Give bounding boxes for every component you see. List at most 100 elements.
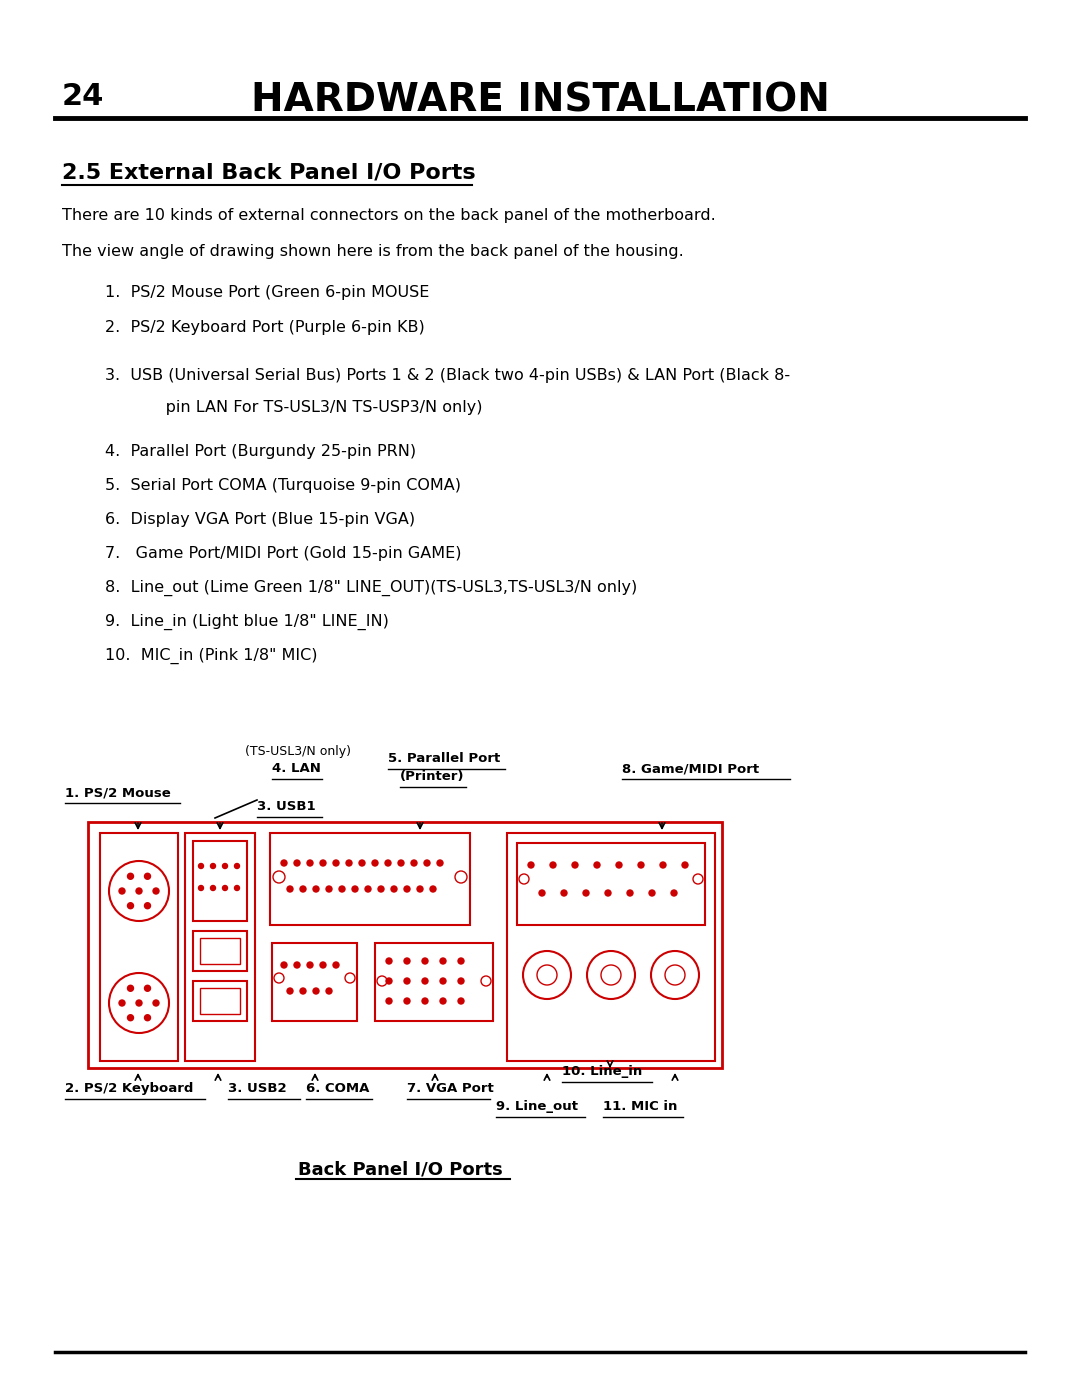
Circle shape xyxy=(211,863,216,869)
Circle shape xyxy=(458,997,464,1004)
Circle shape xyxy=(307,861,313,866)
Circle shape xyxy=(234,886,240,890)
Circle shape xyxy=(281,963,287,968)
Circle shape xyxy=(365,886,372,893)
Circle shape xyxy=(145,902,150,908)
Circle shape xyxy=(222,863,228,869)
Circle shape xyxy=(300,886,306,893)
Text: 5. Parallel Port: 5. Parallel Port xyxy=(388,752,500,766)
Circle shape xyxy=(294,861,300,866)
Circle shape xyxy=(616,862,622,868)
Circle shape xyxy=(281,861,287,866)
Circle shape xyxy=(458,978,464,983)
Text: 6.  Display VGA Port (Blue 15-pin VGA): 6. Display VGA Port (Blue 15-pin VGA) xyxy=(105,511,415,527)
Circle shape xyxy=(352,886,357,893)
Circle shape xyxy=(119,1000,125,1006)
Circle shape xyxy=(424,861,430,866)
Circle shape xyxy=(649,890,654,895)
Circle shape xyxy=(404,886,410,893)
Circle shape xyxy=(127,873,134,879)
Text: 9. Line_out: 9. Line_out xyxy=(496,1099,578,1113)
Circle shape xyxy=(320,861,326,866)
Circle shape xyxy=(422,978,428,983)
Text: (TS-USL3/N only): (TS-USL3/N only) xyxy=(245,745,351,759)
Circle shape xyxy=(222,886,228,890)
Circle shape xyxy=(199,886,203,890)
Text: 10.  MIC_in (Pink 1/8" MIC): 10. MIC_in (Pink 1/8" MIC) xyxy=(105,648,318,664)
Bar xyxy=(507,833,715,1060)
Circle shape xyxy=(404,958,410,964)
Circle shape xyxy=(386,978,392,983)
Circle shape xyxy=(638,862,644,868)
Circle shape xyxy=(307,963,313,968)
Text: 3.  USB (Universal Serial Bus) Ports 1 & 2 (Black two 4-pin USBs) & LAN Port (Bl: 3. USB (Universal Serial Bus) Ports 1 & … xyxy=(105,367,791,383)
Text: 6. COMA: 6. COMA xyxy=(306,1083,369,1095)
Circle shape xyxy=(430,886,436,893)
Text: 11. MIC in: 11. MIC in xyxy=(603,1099,677,1113)
Circle shape xyxy=(404,978,410,983)
Circle shape xyxy=(136,1000,141,1006)
Text: 9.  Line_in (Light blue 1/8" LINE_IN): 9. Line_in (Light blue 1/8" LINE_IN) xyxy=(105,615,389,630)
Circle shape xyxy=(583,890,589,895)
Text: (Printer): (Printer) xyxy=(400,770,464,782)
Text: 2. PS/2 Keyboard: 2. PS/2 Keyboard xyxy=(65,1083,193,1095)
Text: HARDWARE INSTALLATION: HARDWARE INSTALLATION xyxy=(251,82,829,120)
Circle shape xyxy=(127,985,134,992)
Text: 1. PS/2 Mouse: 1. PS/2 Mouse xyxy=(65,787,171,799)
Bar xyxy=(200,937,240,964)
Circle shape xyxy=(294,963,300,968)
Circle shape xyxy=(660,862,666,868)
Circle shape xyxy=(326,886,332,893)
Text: There are 10 kinds of external connectors on the back panel of the motherboard.: There are 10 kinds of external connector… xyxy=(62,208,716,224)
Circle shape xyxy=(384,861,391,866)
Circle shape xyxy=(127,902,134,908)
Text: 24: 24 xyxy=(62,82,105,110)
Text: 5.  Serial Port COMA (Turquoise 9-pin COMA): 5. Serial Port COMA (Turquoise 9-pin COM… xyxy=(105,478,461,493)
Circle shape xyxy=(440,958,446,964)
Circle shape xyxy=(391,886,397,893)
Circle shape xyxy=(440,997,446,1004)
Circle shape xyxy=(386,997,392,1004)
Circle shape xyxy=(372,861,378,866)
Circle shape xyxy=(145,873,150,879)
Circle shape xyxy=(528,862,534,868)
Circle shape xyxy=(313,988,319,995)
Text: 3. USB1: 3. USB1 xyxy=(257,800,315,813)
Text: 7.   Game Port/MIDI Port (Gold 15-pin GAME): 7. Game Port/MIDI Port (Gold 15-pin GAME… xyxy=(105,546,461,562)
Circle shape xyxy=(320,963,326,968)
Circle shape xyxy=(681,862,688,868)
Bar xyxy=(272,943,357,1021)
Circle shape xyxy=(437,861,443,866)
Text: pin LAN For TS-USL3/N TS-USP3/N only): pin LAN For TS-USL3/N TS-USP3/N only) xyxy=(140,400,483,415)
Text: 2.5 External Back Panel I/O Ports: 2.5 External Back Panel I/O Ports xyxy=(62,162,475,182)
Circle shape xyxy=(234,863,240,869)
Circle shape xyxy=(539,890,545,895)
Circle shape xyxy=(411,861,417,866)
Circle shape xyxy=(359,861,365,866)
Bar xyxy=(375,943,492,1021)
Circle shape xyxy=(605,890,611,895)
Circle shape xyxy=(153,888,159,894)
Bar xyxy=(193,981,247,1021)
Circle shape xyxy=(572,862,578,868)
Bar xyxy=(517,842,705,925)
Bar xyxy=(270,833,470,925)
Circle shape xyxy=(127,1014,134,1021)
Text: The view angle of drawing shown here is from the back panel of the housing.: The view angle of drawing shown here is … xyxy=(62,244,684,258)
Circle shape xyxy=(333,963,339,968)
Circle shape xyxy=(422,958,428,964)
Circle shape xyxy=(422,997,428,1004)
Circle shape xyxy=(313,886,319,893)
Circle shape xyxy=(550,862,556,868)
Text: 7. VGA Port: 7. VGA Port xyxy=(407,1083,494,1095)
Circle shape xyxy=(404,997,410,1004)
Circle shape xyxy=(211,886,216,890)
Circle shape xyxy=(594,862,600,868)
Text: 10. Line_in: 10. Line_in xyxy=(562,1065,643,1078)
Text: 8. Game/MIDI Port: 8. Game/MIDI Port xyxy=(622,761,759,775)
Bar xyxy=(193,841,247,921)
Circle shape xyxy=(326,988,332,995)
Circle shape xyxy=(119,888,125,894)
Bar xyxy=(193,930,247,971)
Circle shape xyxy=(333,861,339,866)
